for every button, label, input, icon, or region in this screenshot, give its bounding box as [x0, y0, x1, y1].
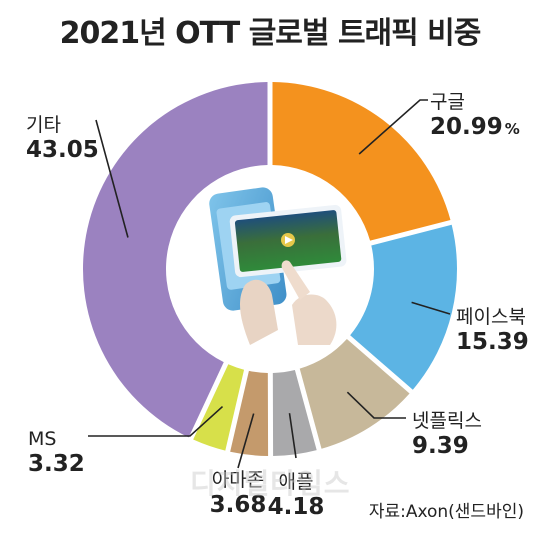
source-note: 자료:Axon(샌드바인) — [368, 502, 524, 522]
donut-slice-2 — [350, 224, 458, 390]
slice-label-name-2: 페이스북 — [456, 306, 526, 328]
unit-label: % — [505, 120, 520, 138]
donut-slice-5 — [230, 370, 269, 456]
donut-slice-4 — [272, 369, 317, 456]
slice-label-name-1: 구글 — [430, 91, 465, 113]
slice-label-value-1: 20.99% — [430, 114, 520, 140]
slice-label-value-2: 15.39 — [456, 329, 529, 355]
leader-line-3 — [346, 391, 406, 419]
leader-line-4 — [288, 413, 297, 459]
slice-label-value-6: 3.32 — [28, 451, 85, 477]
phone-illustration — [209, 187, 347, 345]
slice-label-name-3: 넷플릭스 — [412, 410, 482, 432]
slice-label-name-5: 아마존 — [212, 469, 264, 491]
slice-label-value-4: 4.18 — [268, 494, 325, 520]
watermark: 디지털타임스 — [190, 467, 351, 500]
donut-slice-7 — [82, 82, 268, 438]
slice-label-name-6: MS — [28, 428, 56, 450]
leader-line-5 — [237, 413, 255, 469]
slice-label-name-4: 애플 — [279, 471, 314, 493]
chart-title: 2021년 OTT 글로벌 트래픽 비중 — [59, 16, 482, 51]
slice-label-value-7: 43.05 — [26, 137, 99, 163]
leader-line-2 — [411, 301, 451, 315]
leader-line-7 — [95, 119, 129, 238]
leader-line-6 — [88, 405, 224, 437]
donut-slice-3 — [299, 339, 410, 449]
slice-label-name-7: 기타 — [26, 114, 61, 136]
donut-slices — [82, 82, 458, 456]
leader-line-1 — [358, 99, 428, 155]
donut-slice-1 — [272, 82, 451, 241]
donut-slice-6 — [193, 364, 245, 451]
slice-label-value-5: 3.68 — [210, 492, 267, 518]
slice-label-value-3: 9.39 — [412, 433, 469, 459]
